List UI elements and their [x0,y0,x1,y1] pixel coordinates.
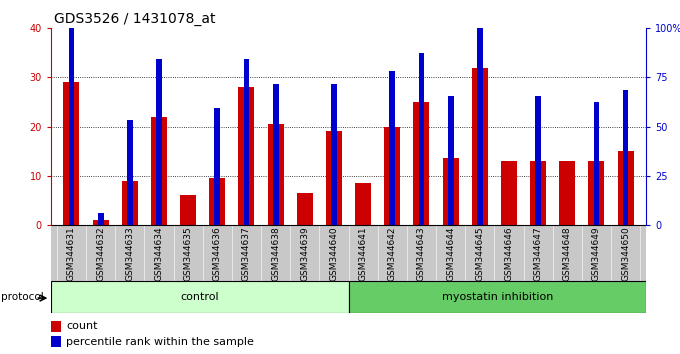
Bar [355,183,371,225]
Bar [156,59,162,225]
Bar [239,87,254,225]
Bar [348,281,646,313]
Bar [243,59,250,225]
Bar [447,96,454,225]
Bar [51,281,348,313]
Bar [535,96,541,225]
Bar [443,159,458,225]
Text: count: count [66,321,98,331]
Text: GSM344647: GSM344647 [534,227,543,281]
Text: GSM344643: GSM344643 [417,227,426,281]
Text: GSM344636: GSM344636 [213,227,222,281]
Text: GSM344642: GSM344642 [388,227,396,281]
Text: GSM344632: GSM344632 [96,227,105,281]
Text: protocol: protocol [1,292,44,302]
Bar [390,71,395,225]
Bar [151,117,167,225]
Text: GSM344638: GSM344638 [271,227,280,281]
Text: GSM344648: GSM344648 [563,227,572,281]
Bar [472,68,488,225]
Text: GSM344645: GSM344645 [475,227,484,281]
Bar [331,84,337,225]
Text: GSM344650: GSM344650 [621,227,630,281]
Text: GSM344634: GSM344634 [154,227,163,281]
Text: GSM344641: GSM344641 [358,227,368,281]
Bar [413,102,430,225]
Text: GSM344633: GSM344633 [125,227,134,281]
Bar [617,151,634,225]
Text: GSM344637: GSM344637 [242,227,251,281]
Bar [326,131,342,225]
Bar [296,193,313,225]
Bar [51,336,61,347]
Bar [559,161,575,225]
Bar [501,161,517,225]
Bar [63,82,80,225]
Text: GDS3526 / 1431078_at: GDS3526 / 1431078_at [54,12,216,27]
Bar [477,22,483,225]
Bar [384,126,401,225]
Text: GSM344639: GSM344639 [301,227,309,281]
Bar [588,161,605,225]
Bar [92,220,109,225]
Bar [530,161,546,225]
Text: percentile rank within the sample: percentile rank within the sample [66,337,254,347]
Bar [418,53,424,225]
Bar [214,108,220,225]
Text: control: control [180,292,219,302]
Text: GSM344635: GSM344635 [184,227,192,281]
Text: GSM344640: GSM344640 [329,227,339,281]
Text: myostatin inhibition: myostatin inhibition [441,292,553,302]
Bar [180,195,196,225]
Bar [69,22,74,225]
Bar [51,321,61,332]
Bar [209,178,225,225]
Bar [594,102,599,225]
Text: GSM344646: GSM344646 [505,227,513,281]
Text: GSM344631: GSM344631 [67,227,76,281]
Bar [122,181,138,225]
Text: GSM344649: GSM344649 [592,227,601,281]
Bar [98,212,103,225]
Bar [623,90,628,225]
Bar [267,124,284,225]
Bar [273,84,279,225]
Text: GSM344644: GSM344644 [446,227,455,281]
Bar [127,120,133,225]
